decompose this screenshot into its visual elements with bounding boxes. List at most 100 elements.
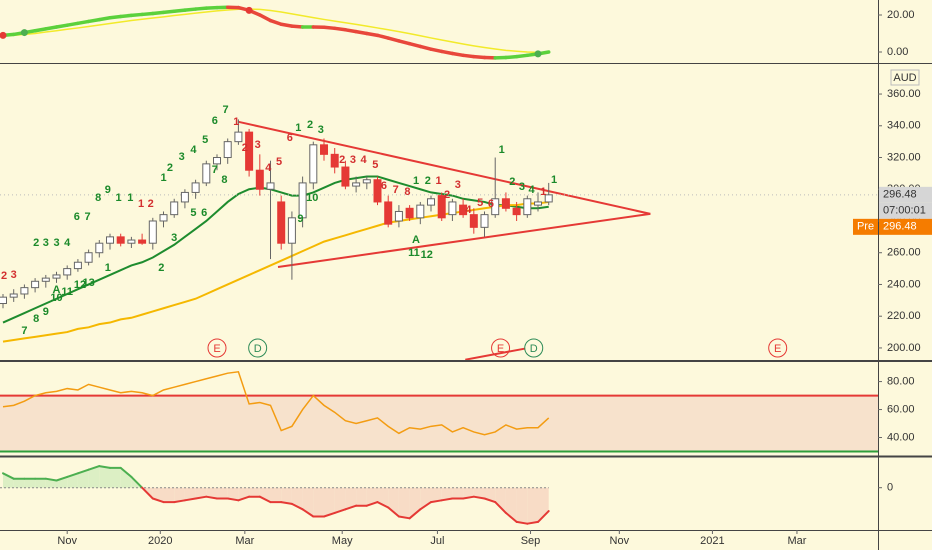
indicator-line: [204, 5, 219, 10]
turn-marker: [0, 31, 7, 39]
candle-body: [320, 144, 329, 155]
oscillator-line: [397, 515, 411, 520]
oscillator-fill: [441, 487, 453, 501]
oscillator-line: [194, 495, 208, 500]
sequence-count: 8: [221, 174, 227, 186]
y-tick-label: 40.00: [887, 431, 915, 443]
indicator-line: [54, 23, 69, 29]
candle-body: [116, 236, 125, 244]
oscillator-fill: [527, 487, 539, 524]
candle-body: [255, 169, 264, 190]
sequence-count: 6: [381, 180, 387, 192]
candle-body: [544, 194, 553, 203]
indicator-line: [193, 6, 209, 11]
sequence-count: 2: [167, 162, 173, 174]
sequence-count: 11: [408, 247, 420, 259]
trendline: [277, 212, 651, 268]
candle-body: [245, 131, 254, 171]
oscillator-line: [226, 497, 240, 502]
sequence-count: 2: [425, 175, 431, 187]
sequence-count: 4: [465, 204, 472, 216]
sequence-count: 6: [201, 207, 207, 219]
pre-tag: Pre: [857, 221, 874, 233]
oscillator-fill: [431, 487, 442, 503]
indicator-line: [418, 44, 433, 51]
candle-body: [106, 236, 115, 244]
oscillator-line: [280, 501, 293, 505]
sequence-count: 2: [444, 189, 450, 201]
rsi-panel: [0, 370, 878, 453]
event-label: E: [774, 343, 781, 355]
candle-body: [373, 179, 382, 203]
oscillator-fill: [463, 487, 474, 499]
trendline: [465, 347, 526, 360]
candle-body: [512, 207, 521, 216]
indicator-line: [429, 47, 444, 54]
sequence-count: 1: [435, 175, 441, 187]
candle-body: [84, 252, 93, 263]
candle-body: [491, 198, 500, 216]
rsi-line: [2, 370, 550, 436]
oscillator-line: [419, 501, 433, 511]
candle-body: [20, 287, 29, 295]
candle-body: [459, 204, 468, 216]
candle-body: [384, 201, 393, 225]
oscillator-line: [515, 520, 529, 525]
candle-body: [352, 182, 361, 187]
sequence-count: A: [53, 284, 61, 296]
sequence-count: 3: [255, 139, 261, 151]
oscillator-fill: [88, 466, 100, 488]
trendline: [238, 120, 651, 215]
candle-body: [480, 214, 489, 228]
oscillator-fill: [270, 487, 282, 503]
sequence-count: 2: [33, 237, 39, 249]
sequence-count: 1: [233, 116, 239, 128]
sequence-count: 6: [488, 198, 494, 210]
last-price-label: 296.48: [883, 189, 917, 201]
sequence-count: 9: [105, 184, 111, 196]
oscillator-fill: [505, 487, 517, 522]
oscillator-fill: [217, 487, 228, 499]
event-label: E: [497, 343, 504, 355]
candle-body: [416, 204, 425, 219]
sequence-count: 1: [540, 186, 546, 198]
oscillator-fill: [35, 478, 46, 488]
oscillator-line: [44, 477, 58, 482]
candle-body: [73, 261, 82, 270]
oscillator-line: [2, 472, 15, 480]
oscillator-line: [408, 508, 422, 520]
indicator-line: [322, 25, 337, 31]
pre-price: 296.48: [883, 221, 917, 233]
sequence-count: 2: [509, 176, 515, 188]
oscillator-line: [258, 495, 272, 504]
indicator-line: [472, 54, 487, 60]
sequence-count: 7: [393, 184, 399, 196]
oscillator-fill: [356, 487, 367, 506]
candle-body: [501, 198, 510, 209]
sequence-count: 3: [350, 154, 356, 166]
oscillator-line: [98, 465, 112, 469]
sequence-count: 3: [318, 124, 324, 136]
oscillator-line: [483, 497, 497, 504]
oscillator-fill: [184, 487, 196, 501]
y-tick-label: 200.00: [887, 342, 921, 354]
oscillator-line: [537, 510, 550, 523]
indicator-line: [354, 29, 369, 36]
sequence-count: 1: [160, 172, 166, 184]
oscillator-fill: [302, 487, 314, 517]
sequence-count: 5: [372, 159, 378, 171]
sequence-count: 2: [307, 119, 313, 131]
oscillator-line: [323, 511, 336, 518]
event-label: E: [213, 343, 220, 355]
oscillator-fill: [77, 469, 89, 488]
sequence-count: A: [412, 234, 420, 246]
oscillator-line: [333, 508, 347, 514]
event-marker: [768, 338, 788, 358]
sequence-count: 5: [276, 156, 282, 168]
y-tick-label: 60.00: [887, 403, 915, 415]
sequence-count: 12: [421, 249, 433, 261]
oscillator-line: [430, 499, 443, 504]
y-tick-label: 80.00: [887, 375, 915, 387]
